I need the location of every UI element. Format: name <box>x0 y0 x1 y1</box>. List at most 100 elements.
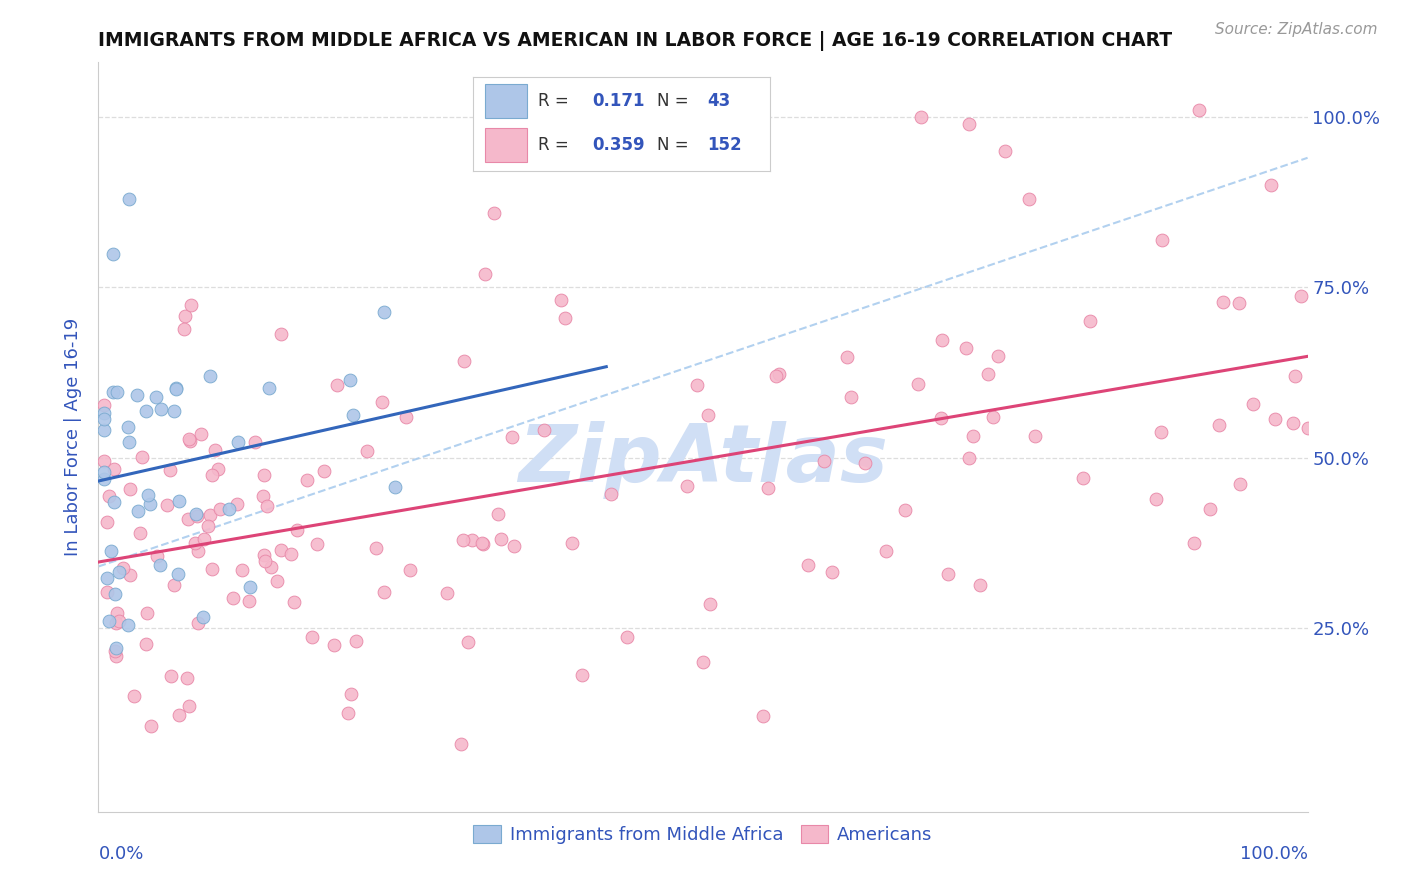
Point <box>1188 103 1211 117</box>
Point <box>471 535 494 549</box>
Point <box>257 382 280 396</box>
Point <box>962 429 984 443</box>
Point <box>112 561 135 575</box>
Point <box>270 326 292 341</box>
Point <box>907 376 929 391</box>
Point <box>150 402 173 417</box>
Point <box>339 687 361 701</box>
Point <box>554 311 576 326</box>
Point <box>197 519 219 533</box>
Point <box>96 570 118 584</box>
Point <box>1264 412 1286 426</box>
Point <box>699 597 721 611</box>
Point <box>676 479 699 493</box>
Point <box>225 497 247 511</box>
Point <box>1243 397 1265 411</box>
Point <box>198 368 221 383</box>
Point <box>252 488 274 502</box>
Point <box>768 367 790 381</box>
Point <box>957 117 980 131</box>
Point <box>131 450 153 465</box>
Point <box>765 368 787 383</box>
Point <box>373 584 395 599</box>
Point <box>260 559 283 574</box>
Point <box>326 378 349 392</box>
Y-axis label: In Labor Force | Age 16-19: In Labor Force | Age 16-19 <box>65 318 83 557</box>
Point <box>200 508 222 522</box>
Point <box>105 385 128 400</box>
Point <box>1296 421 1319 435</box>
Point <box>461 533 484 548</box>
Point <box>93 406 115 420</box>
Point <box>100 544 122 558</box>
Point <box>163 578 186 592</box>
Point <box>283 595 305 609</box>
Point <box>173 322 195 336</box>
Point <box>1182 535 1205 549</box>
Point <box>692 655 714 669</box>
Point <box>218 502 240 516</box>
Point <box>266 574 288 588</box>
Point <box>489 532 512 546</box>
Point <box>226 434 249 449</box>
Point <box>179 432 201 446</box>
Point <box>994 144 1017 158</box>
Point <box>177 512 200 526</box>
Point <box>482 206 505 220</box>
Point <box>186 508 208 523</box>
Point <box>756 481 779 495</box>
Point <box>314 464 336 478</box>
Point <box>1284 368 1306 383</box>
Point <box>486 508 509 522</box>
Point <box>118 435 141 450</box>
Point <box>837 350 859 364</box>
Point <box>1229 476 1251 491</box>
Point <box>93 398 115 412</box>
Point <box>107 565 129 579</box>
Point <box>474 267 496 281</box>
Point <box>969 578 991 592</box>
Point <box>169 707 191 722</box>
Point <box>96 516 118 530</box>
Text: 100.0%: 100.0% <box>1240 846 1308 863</box>
Point <box>243 434 266 449</box>
Point <box>104 643 127 657</box>
Point <box>93 454 115 468</box>
Point <box>501 430 523 444</box>
Point <box>141 719 163 733</box>
Point <box>222 591 245 606</box>
Point <box>436 586 458 600</box>
Point <box>187 543 209 558</box>
Point <box>686 378 709 392</box>
Point <box>93 423 115 437</box>
Point <box>135 637 157 651</box>
Point <box>117 420 139 434</box>
Point <box>187 615 209 630</box>
Point <box>104 641 127 656</box>
Point <box>96 585 118 599</box>
Point <box>1282 417 1305 431</box>
Point <box>270 543 292 558</box>
Point <box>931 333 953 347</box>
Point <box>957 450 980 465</box>
Point <box>987 349 1010 363</box>
Point <box>929 411 952 425</box>
Point <box>875 544 897 558</box>
Point <box>129 526 152 541</box>
Point <box>894 503 917 517</box>
Point <box>93 472 115 486</box>
Point <box>105 648 128 663</box>
Point <box>571 668 593 682</box>
Text: IMMIGRANTS FROM MIDDLE AFRICA VS AMERICAN IN LABOR FORCE | AGE 16-19 CORRELATION: IMMIGRANTS FROM MIDDLE AFRICA VS AMERICA… <box>98 31 1173 51</box>
Point <box>1260 178 1282 192</box>
Point <box>1024 429 1046 443</box>
Point <box>209 501 232 516</box>
Point <box>107 614 129 628</box>
Point <box>344 634 367 648</box>
Point <box>135 404 157 418</box>
Point <box>600 486 623 500</box>
Point <box>256 500 278 514</box>
Point <box>165 383 187 397</box>
Point <box>471 537 494 551</box>
Point <box>177 698 200 713</box>
